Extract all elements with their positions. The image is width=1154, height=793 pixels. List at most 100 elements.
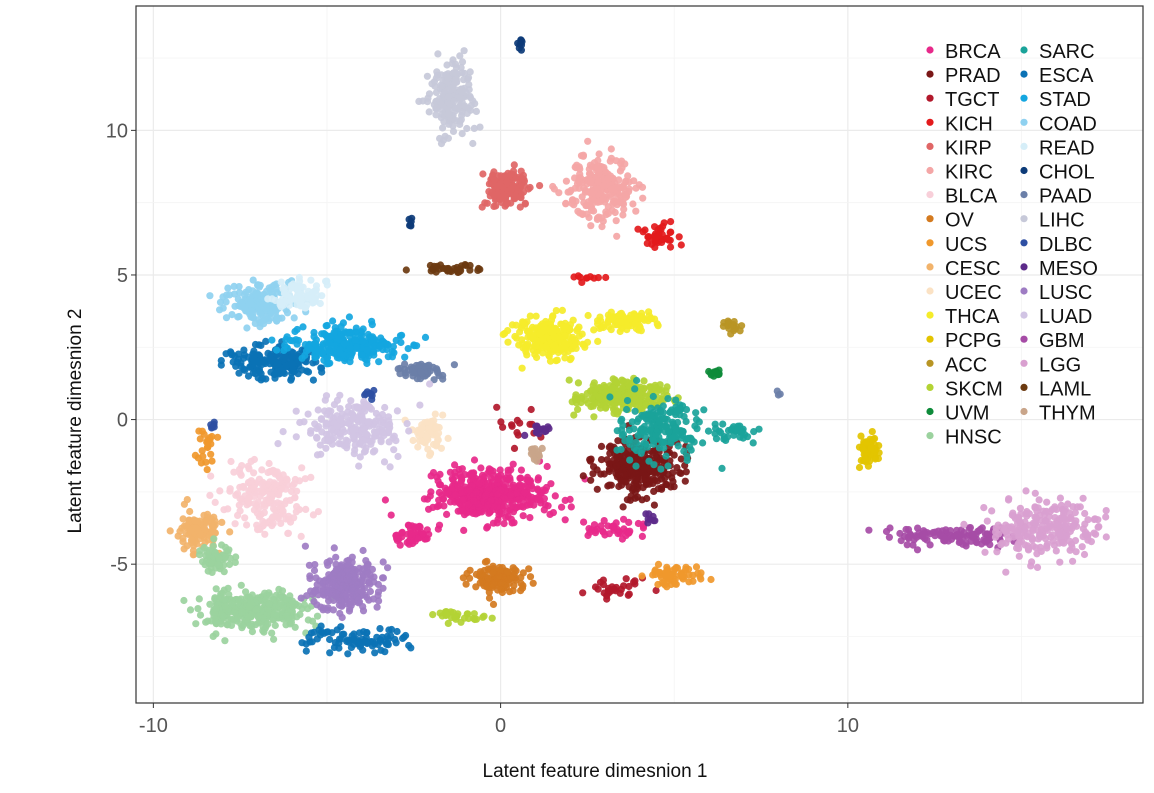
data-point [277, 278, 285, 286]
data-point [692, 415, 701, 424]
data-point [625, 582, 633, 591]
data-point [393, 627, 401, 636]
data-point [466, 94, 475, 102]
data-point [599, 581, 608, 589]
data-point [451, 60, 460, 68]
data-point [450, 361, 458, 369]
data-point [507, 491, 515, 499]
data-point [461, 102, 469, 110]
data-point [608, 523, 616, 531]
data-point [549, 508, 558, 517]
data-point [336, 349, 344, 357]
data-point [295, 290, 303, 298]
data-point [638, 313, 646, 321]
data-point [651, 467, 659, 475]
data-point [478, 203, 486, 211]
data-point [444, 110, 452, 118]
data-point [372, 417, 380, 425]
data-point [439, 411, 447, 419]
data-point [183, 496, 191, 504]
data-point [931, 532, 939, 540]
data-point [885, 533, 894, 541]
data-point [326, 635, 334, 644]
data-point [208, 568, 216, 577]
data-point [519, 188, 528, 196]
data-point [632, 184, 640, 192]
data-point [345, 638, 353, 646]
data-point [329, 317, 337, 325]
data-point [251, 319, 259, 327]
data-point [285, 512, 293, 521]
data-point [230, 290, 239, 298]
data-point [350, 587, 358, 595]
data-point [631, 407, 639, 415]
data-point [311, 354, 319, 362]
series-dlbc [207, 386, 378, 432]
data-point [307, 473, 315, 481]
data-point [638, 572, 646, 580]
data-point [331, 591, 339, 599]
data-point [631, 385, 639, 393]
data-point [211, 498, 219, 506]
data-point [449, 476, 457, 484]
data-point [279, 428, 287, 436]
data-point [481, 558, 489, 566]
data-point [690, 438, 698, 446]
data-point [325, 571, 333, 579]
data-point [296, 610, 304, 619]
data-point [275, 585, 283, 594]
data-point [299, 323, 307, 331]
data-point [212, 630, 220, 638]
data-point [618, 426, 626, 434]
data-point [532, 428, 541, 437]
data-point [215, 554, 223, 563]
data-point [424, 94, 432, 102]
data-point [508, 422, 516, 430]
data-point [526, 183, 534, 192]
data-point [597, 442, 606, 450]
data-point [490, 502, 498, 510]
data-point [313, 612, 322, 620]
data-point [349, 432, 357, 440]
data-point [230, 282, 238, 290]
data-point [392, 639, 400, 647]
data-point [599, 182, 607, 190]
data-point [649, 392, 657, 401]
data-point [503, 199, 511, 207]
data-point [458, 58, 467, 66]
data-point [189, 547, 198, 555]
data-point [485, 180, 493, 188]
data-point [359, 546, 367, 555]
data-point [504, 507, 512, 515]
data-point [657, 465, 665, 473]
data-point [614, 437, 622, 445]
data-point [313, 581, 321, 589]
data-point [305, 633, 313, 641]
data-point [274, 360, 282, 368]
data-point [550, 341, 558, 349]
data-point [435, 429, 443, 437]
data-point [228, 311, 236, 319]
data-point [605, 443, 613, 451]
data-point [254, 281, 262, 289]
data-point [704, 427, 713, 435]
data-point [460, 47, 468, 55]
data-point [516, 419, 524, 427]
data-point [425, 361, 433, 369]
data-point [487, 496, 495, 504]
data-point [674, 431, 682, 439]
data-point [472, 107, 480, 115]
data-point [675, 233, 683, 241]
data-point [202, 518, 210, 526]
data-point [206, 292, 214, 300]
data-point [586, 273, 594, 281]
data-point [349, 426, 357, 434]
data-point [423, 72, 431, 80]
data-point [234, 511, 242, 519]
data-point [425, 108, 433, 116]
data-point [236, 483, 244, 491]
data-point [194, 454, 202, 462]
data-point [602, 404, 610, 412]
data-point [521, 431, 529, 439]
data-point [596, 324, 604, 332]
